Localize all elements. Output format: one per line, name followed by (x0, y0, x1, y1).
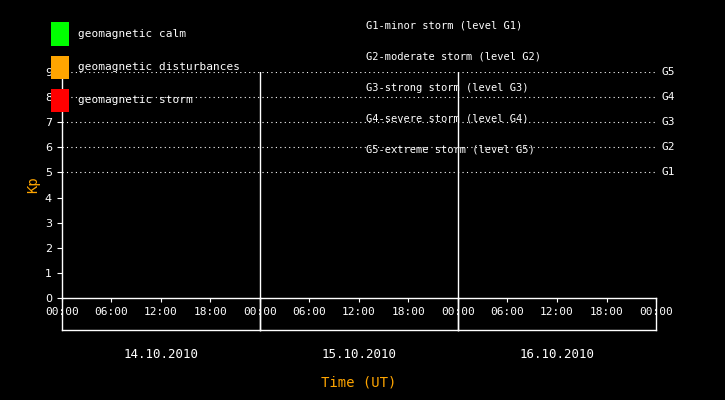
Text: G5: G5 (662, 67, 675, 77)
Text: geomagnetic storm: geomagnetic storm (78, 95, 193, 105)
Text: G1: G1 (662, 168, 675, 178)
Text: G2: G2 (662, 142, 675, 152)
Text: G1-minor storm (level G1): G1-minor storm (level G1) (366, 21, 523, 31)
Text: G5-extreme storm (level G5): G5-extreme storm (level G5) (366, 144, 535, 154)
Y-axis label: Kp: Kp (27, 177, 41, 193)
Text: geomagnetic calm: geomagnetic calm (78, 29, 186, 39)
Text: 16.10.2010: 16.10.2010 (520, 348, 594, 360)
Text: 14.10.2010: 14.10.2010 (123, 348, 198, 360)
Text: G4: G4 (662, 92, 675, 102)
Text: G2-moderate storm (level G2): G2-moderate storm (level G2) (366, 52, 541, 62)
Text: G3-strong storm (level G3): G3-strong storm (level G3) (366, 82, 529, 92)
Text: geomagnetic disturbances: geomagnetic disturbances (78, 62, 240, 72)
Text: G4-severe storm (level G4): G4-severe storm (level G4) (366, 114, 529, 123)
Text: G3: G3 (662, 117, 675, 127)
Text: 15.10.2010: 15.10.2010 (321, 348, 397, 360)
Text: Time (UT): Time (UT) (321, 375, 397, 389)
